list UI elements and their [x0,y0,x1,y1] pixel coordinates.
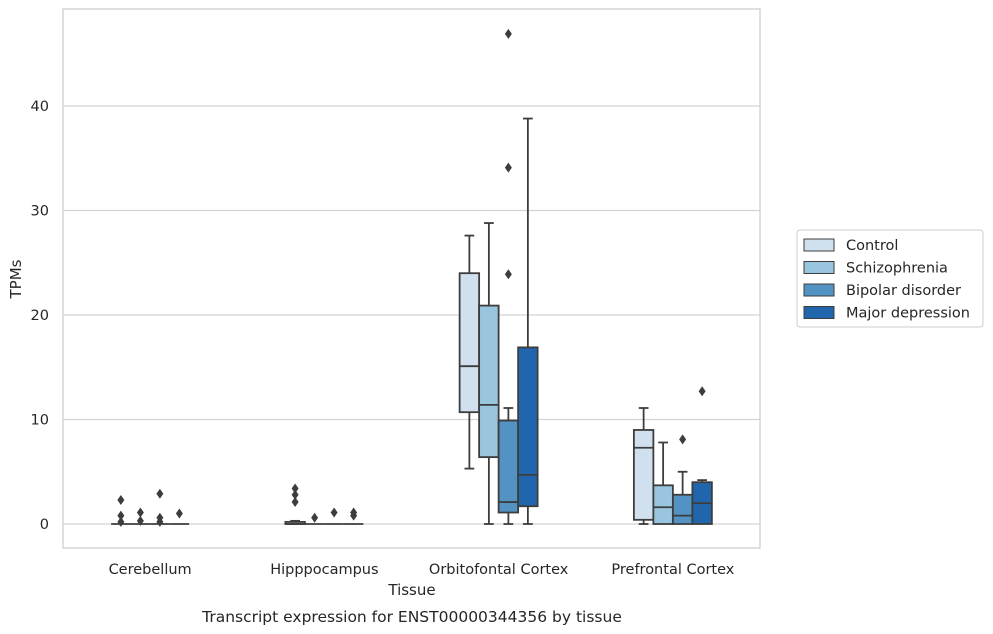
outlier-point [117,510,125,521]
box-iqr [478,304,500,459]
outlier-point [504,28,512,39]
y-tick-label: 0 [40,517,49,533]
outlier-point [679,434,687,445]
box-control [458,234,481,470]
legend-frame [796,229,984,328]
x-tick-label: Orbitofontal Cortex [429,562,569,578]
outlier-point [504,162,512,173]
legend-swatch [803,261,835,274]
legend-label: Bipolar disorder [846,283,961,299]
outlier-point [156,516,164,527]
outlier-point [291,497,299,508]
box-iqr [497,419,520,514]
box-bipolar-disorder [497,28,520,525]
legend-swatch [803,306,835,319]
legend-label: Control [846,238,898,254]
box-iqr [671,493,694,525]
outlier-point [175,508,183,519]
y-tick-labels: 0 10 20 30 40 [31,99,49,533]
plot-frame [62,8,761,549]
x-tick-label: Cerebellum [109,562,192,578]
outlier-point [504,269,512,280]
legend-swatch [803,238,835,252]
grid-lines [63,105,760,525]
outlier-point [136,515,144,526]
outlier-point [136,507,144,518]
y-tick-label: 20 [31,308,49,324]
box-schizophrenia [478,222,500,525]
outlier-point [330,507,338,518]
box-control [284,483,306,525]
box-major-depression [517,117,539,525]
box-iqr [652,484,674,525]
legend: Control Schizophrenia Bipolar disorder Majo… [796,229,984,328]
box-bipolar-disorder [324,507,344,525]
box-control [111,494,131,527]
x-tick-label: Hipppocampus [270,562,378,578]
legend-label: Major depression [846,306,970,322]
y-tick-label: 40 [31,99,49,115]
y-tick-label: 10 [31,413,49,429]
box-iqr [458,272,481,414]
outlier-point [291,483,299,494]
x-tick-label: Prefrontal Cortex [611,562,734,578]
box-iqr [517,346,539,508]
outlier-point [117,494,125,505]
chart-caption: Transcript expression for ENST0000034435… [201,608,622,626]
outlier-point [117,516,125,527]
outlier-point [698,386,706,397]
x-axis-label: Tissue [387,581,435,599]
legend-swatch [803,283,835,297]
box-series [111,28,713,527]
legend-items: Control Schizophrenia Bipolar disorder Majo… [803,238,970,322]
x-tick-labels: Cerebellum Hipppocampus Orbitofontal Corte… [109,562,735,578]
outlier-point [350,510,358,521]
outlier-point [291,489,299,500]
outlier-point [311,512,319,523]
box-schizophrenia [130,507,151,526]
box-bipolar-disorder [150,488,170,527]
box-iqr [632,429,655,521]
y-tick-label: 30 [31,204,49,220]
y-axis-label: TPMs [7,259,25,299]
box-schizophrenia [304,512,325,525]
box-major-depression [691,386,713,525]
box-major-depression [343,507,364,525]
box-control [632,407,655,525]
box-bipolar-disorder [671,434,694,525]
box-schizophrenia [652,441,674,525]
box-major-depression [169,508,190,525]
outlier-point [156,488,164,499]
legend-label: Schizophrenia [846,261,948,277]
